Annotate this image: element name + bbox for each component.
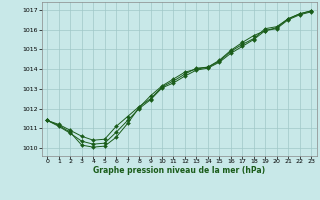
X-axis label: Graphe pression niveau de la mer (hPa): Graphe pression niveau de la mer (hPa) (93, 166, 265, 175)
